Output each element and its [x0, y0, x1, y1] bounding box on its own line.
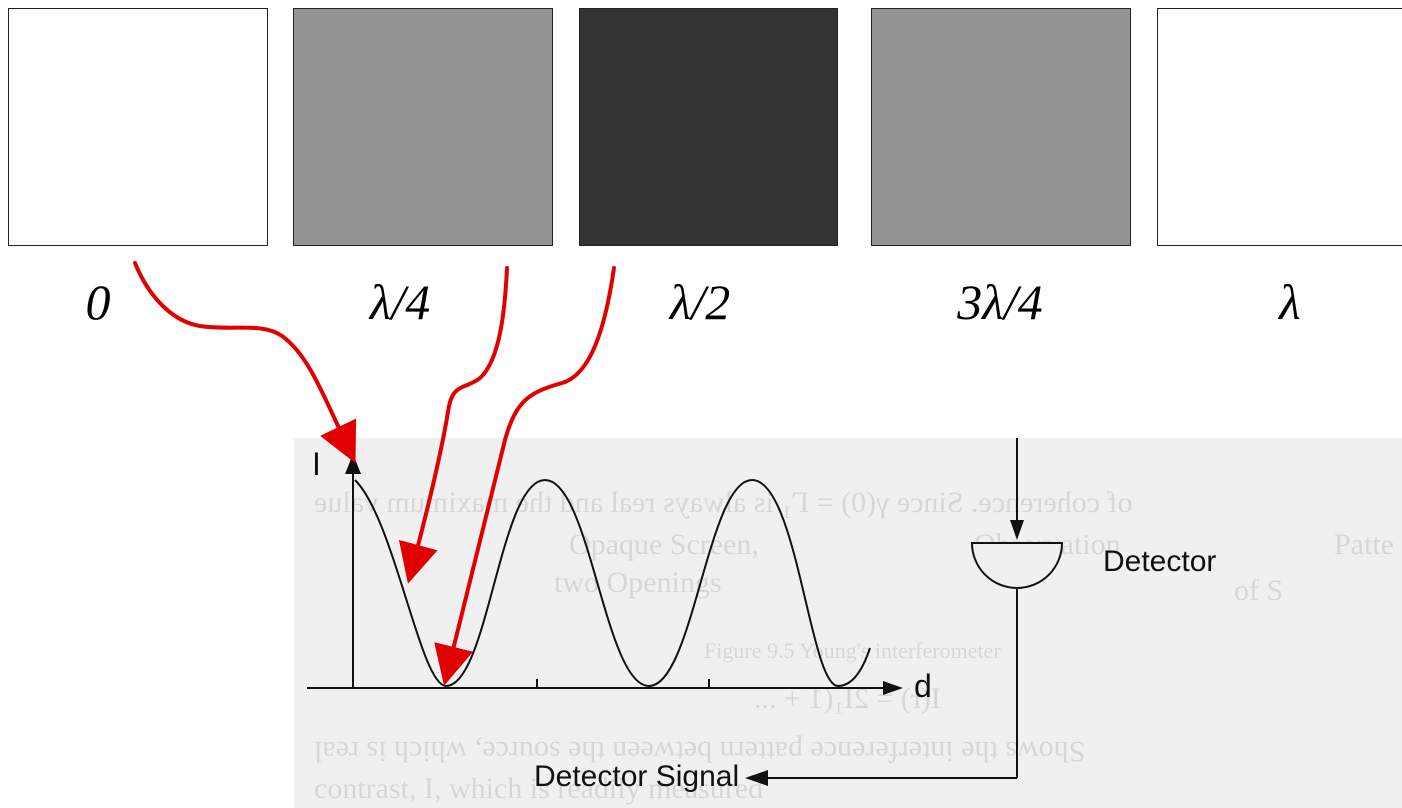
- ghost-text-line: Patte: [1334, 528, 1394, 561]
- phase-swatch-three-quarter: [871, 8, 1131, 246]
- ghost-text-line: of S: [1234, 574, 1284, 607]
- ghost-text-line: Opaque Screen,: [569, 528, 759, 561]
- detector-signal-label: Detector Signal: [534, 760, 740, 793]
- phase-label-0: 0: [85, 274, 111, 330]
- phase-mapping-arrows: [133, 261, 616, 686]
- y-axis-arrowhead: [345, 454, 361, 474]
- phase-swatch-quarter: [293, 8, 553, 246]
- arrow-from-half: [434, 266, 616, 686]
- ghost-text-line: Figure 9.5 Young's interferometer: [704, 638, 1001, 663]
- phase-label-three-quarter: 3λ/4: [957, 274, 1043, 330]
- ghost-text-line: contrast, I, which is readily measured: [314, 772, 764, 805]
- intensity-curve: [354, 478, 871, 688]
- x-axis-label: d: [914, 668, 932, 704]
- x-axis-arrowhead: [883, 681, 903, 695]
- ghost-text-line: two Openings: [554, 566, 722, 599]
- phase-swatch-0: [8, 8, 268, 246]
- phase-label-quarter: λ/4: [369, 274, 431, 330]
- phase-label-full: λ: [1279, 274, 1301, 330]
- phase-swatch-full: [1157, 8, 1402, 246]
- phase-label-half: λ/2: [669, 274, 731, 330]
- arrow-from-0: [133, 261, 357, 464]
- detector-label: Detector: [1103, 545, 1217, 578]
- arrow-from-quarter: [398, 266, 509, 584]
- plot-axes: [307, 454, 903, 695]
- y-axis-label: I: [312, 446, 321, 482]
- detector-icon: [745, 438, 1064, 786]
- phase-swatch-half: [579, 8, 838, 246]
- scanned-figure-panel: of coherence. Since γ(0) = Γ₁ is always …: [294, 438, 1402, 808]
